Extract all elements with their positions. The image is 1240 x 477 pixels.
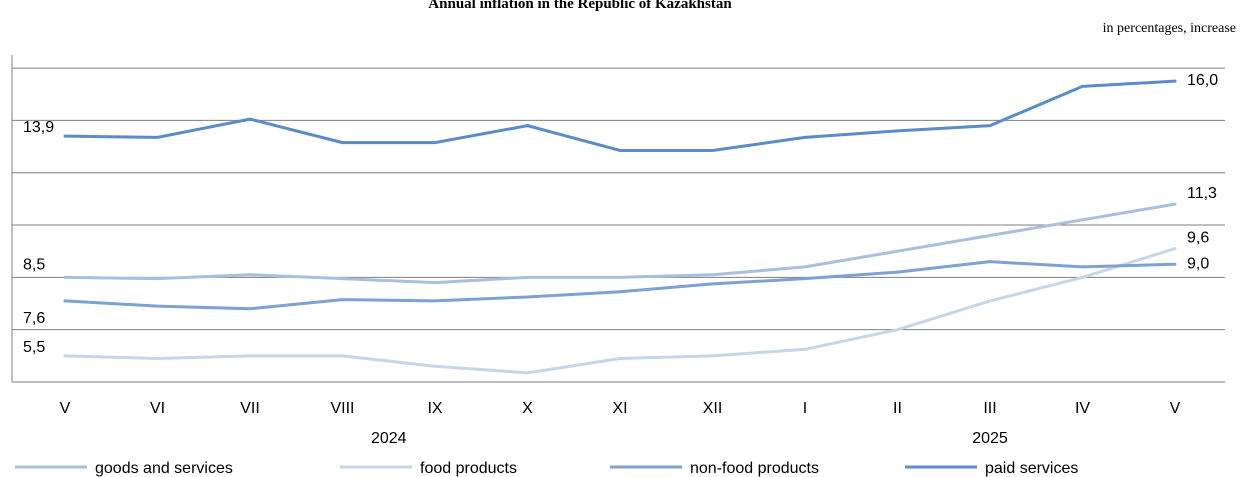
data-label: 8,5 xyxy=(23,256,45,273)
series-lines xyxy=(63,79,1177,375)
year-label: 2025 xyxy=(972,430,1008,447)
x-tick-label: V xyxy=(60,400,71,417)
year-label: 2024 xyxy=(371,430,407,447)
series-line-1 xyxy=(63,202,1177,285)
x-tick-label: VII xyxy=(240,400,260,417)
x-tick-label: IX xyxy=(427,400,442,417)
x-tick-label: II xyxy=(893,400,902,417)
x-tick-label: VI xyxy=(150,400,165,417)
series-line-3 xyxy=(63,260,1177,311)
x-tick-labels: V VI VII VIII IX X XI XII I II III IV V xyxy=(60,400,1181,417)
legend-label: paid services xyxy=(985,460,1078,477)
year-labels: 2024 2025 xyxy=(371,430,1008,447)
data-label: 11,3 xyxy=(1187,185,1217,202)
unit-note: in percentages, increase xyxy=(1103,21,1236,36)
data-label: 9,0 xyxy=(1187,255,1209,272)
x-tick-label: V xyxy=(1170,400,1181,417)
data-label: 7,6 xyxy=(23,310,45,327)
data-label: 5,5 xyxy=(23,339,45,356)
data-label: 16,0 xyxy=(1187,72,1218,89)
x-tick-label: IV xyxy=(1075,400,1090,417)
data-labels: 8,5 11,3 5,5 9,6 7,6 9,0 13,9 16,0 xyxy=(23,72,1218,356)
data-label: 13,9 xyxy=(23,119,54,136)
x-tick-label: VIII xyxy=(330,400,354,417)
x-tick-label: XII xyxy=(703,400,723,417)
series-line-4 xyxy=(63,79,1177,152)
legend-label: food products xyxy=(420,460,517,477)
series-line-2 xyxy=(63,247,1177,375)
x-tick-label: III xyxy=(983,400,996,417)
legend-label: non-food products xyxy=(690,460,819,477)
x-tick-label: XI xyxy=(612,400,627,417)
x-tick-label: I xyxy=(803,400,807,417)
data-label: 9,6 xyxy=(1187,230,1209,247)
legend: goods and services food products non-food … xyxy=(15,460,1078,477)
x-tick-label: X xyxy=(522,400,533,417)
legend-label: goods and services xyxy=(95,460,233,477)
chart-title: Annual inflation in the Republic of Kaza… xyxy=(428,0,732,12)
